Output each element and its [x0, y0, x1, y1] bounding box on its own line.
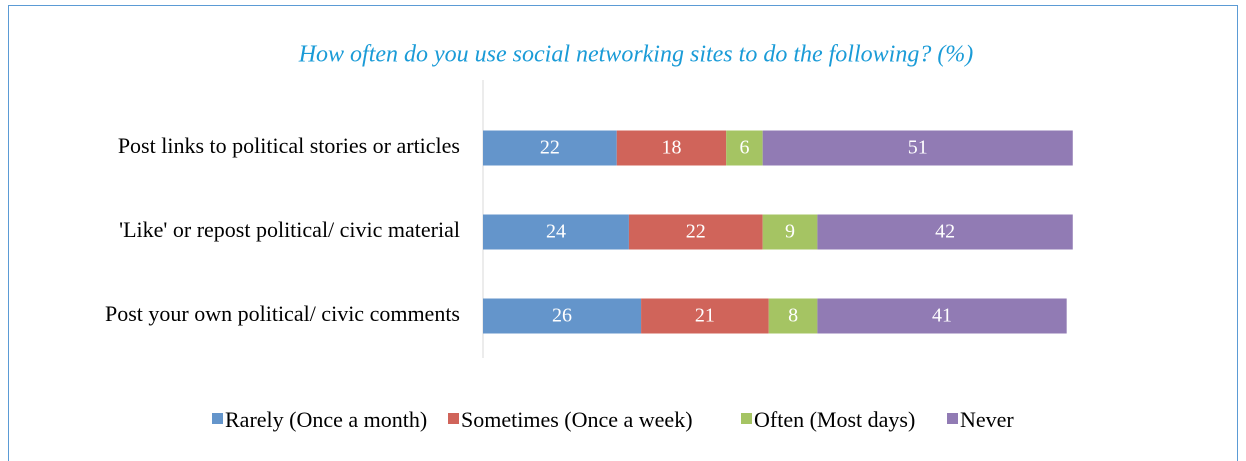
data-label: 6 [739, 137, 749, 159]
bar-segment [483, 298, 642, 334]
bar-segment [817, 298, 1067, 334]
bar-segment [762, 214, 818, 250]
frame [8, 5, 1238, 461]
bar-segment [768, 298, 818, 334]
bar-segment [726, 130, 763, 166]
bar-segment [483, 214, 629, 250]
data-label: 8 [788, 305, 798, 327]
bar-segment [762, 130, 1073, 166]
legend-label: Sometimes (Once a week) [461, 407, 693, 432]
data-label: 9 [785, 221, 795, 243]
legend-swatch [448, 413, 459, 424]
data-label: 22 [686, 221, 706, 243]
category-label: Post links to political stories or artic… [118, 133, 460, 158]
legend-label: Often (Most days) [754, 407, 915, 432]
legend-label: Never [960, 407, 1014, 432]
bar-segment [817, 214, 1073, 250]
data-label: 18 [661, 137, 681, 159]
data-label: 22 [540, 137, 560, 159]
chart-title: How often do you use social networking s… [298, 42, 974, 68]
data-label: 21 [695, 305, 715, 327]
legend-label: Rarely (Once a month) [225, 407, 427, 432]
bar-segment [616, 130, 727, 166]
legend-swatch [212, 413, 223, 424]
category-label: Post your own political/ civic comments [105, 301, 460, 326]
bar-segment [641, 298, 769, 334]
bar-segment [628, 214, 763, 250]
bar-segment [483, 130, 617, 166]
legend-swatch [947, 413, 958, 424]
category-label: 'Like' or repost political/ civic materi… [119, 217, 460, 242]
data-label: 42 [935, 221, 955, 243]
data-label: 26 [552, 305, 572, 327]
data-label: 24 [546, 221, 566, 243]
legend-swatch [741, 413, 752, 424]
data-label: 41 [932, 305, 952, 327]
data-label: 51 [908, 137, 928, 159]
